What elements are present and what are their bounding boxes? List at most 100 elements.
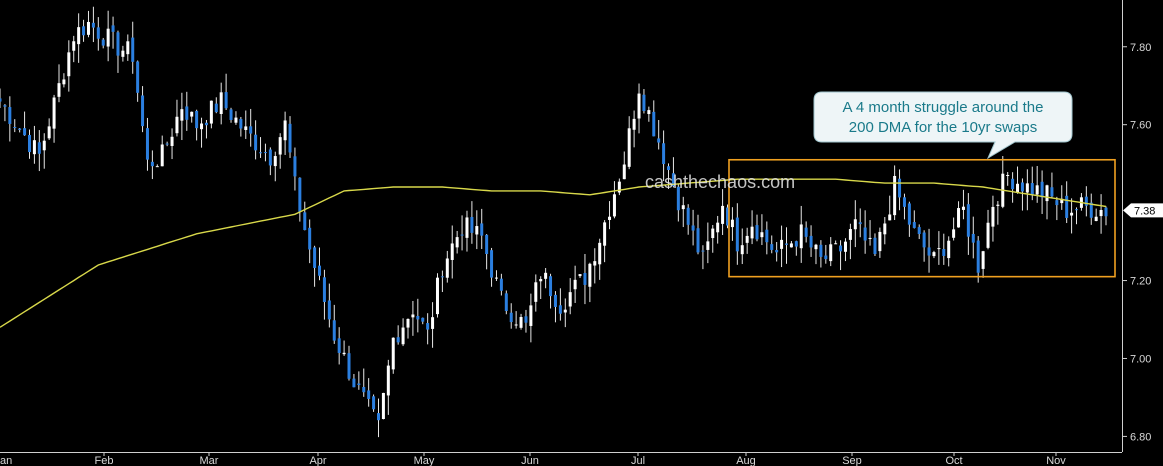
candle-down	[691, 225, 695, 231]
candle-up	[740, 245, 744, 255]
candle-down	[784, 243, 788, 245]
candle-down	[357, 383, 361, 385]
candle-down	[82, 26, 86, 36]
candle-down	[553, 294, 557, 307]
candle-up	[843, 241, 847, 252]
candle-up	[647, 110, 651, 115]
candle-down	[376, 413, 380, 421]
candle-down	[111, 25, 115, 32]
candle-up	[730, 219, 734, 228]
candle-down	[558, 305, 562, 314]
x-tick-label: Sep	[842, 455, 862, 466]
candle-up	[878, 231, 882, 252]
candle-up	[1035, 185, 1039, 195]
candle-down	[735, 217, 739, 252]
candle-up	[106, 28, 110, 47]
candle-up	[406, 318, 410, 328]
candle-up	[155, 166, 159, 168]
candle-down	[259, 152, 263, 154]
candle-down	[676, 186, 680, 211]
candle-down	[96, 27, 100, 39]
candle-down	[765, 229, 769, 243]
candle-up	[445, 258, 449, 278]
candle-down	[0, 98, 2, 102]
candle-down	[460, 234, 464, 236]
candle-down	[145, 128, 149, 160]
candle-up	[593, 261, 597, 266]
candle-up	[957, 208, 961, 228]
candle-up	[888, 214, 892, 221]
candle-up	[67, 52, 71, 77]
candle-down	[1020, 182, 1024, 192]
candle-down	[416, 316, 420, 320]
candle-up	[273, 156, 277, 167]
candle-down	[583, 273, 587, 285]
candle-down	[755, 225, 759, 240]
candle-down	[224, 92, 228, 109]
candle-down	[8, 107, 12, 124]
candle-up	[86, 21, 90, 35]
x-tick-label: Mar	[200, 455, 219, 466]
candle-up	[986, 222, 990, 248]
candle-up	[435, 277, 439, 315]
last-value-label: 7.38	[1134, 205, 1155, 217]
candle-up	[1025, 183, 1029, 193]
candle-down	[927, 247, 931, 256]
candle-down	[809, 235, 813, 248]
candle-down	[907, 203, 911, 225]
candle-down	[1050, 187, 1054, 197]
candle-down	[667, 166, 671, 171]
candle-up	[603, 222, 607, 246]
candle-up	[170, 136, 174, 146]
candle-up	[494, 277, 498, 279]
candle-up	[799, 224, 803, 249]
candle-up	[219, 92, 223, 114]
x-tick-label: Oct	[945, 455, 962, 466]
candle-up	[711, 228, 715, 239]
candle-down	[858, 222, 862, 225]
candle-up	[465, 217, 469, 238]
candle-down	[1084, 196, 1088, 206]
candle-up	[126, 41, 130, 55]
candle-up	[868, 237, 872, 239]
overlay-layer: A 4 month struggle around the 200 DMA for…	[645, 91, 1116, 278]
candle-up	[475, 226, 479, 235]
candle-up	[244, 126, 248, 131]
candle-up	[386, 365, 390, 396]
candle-down	[499, 278, 503, 291]
candle-down	[863, 227, 867, 241]
x-tick-label: Nov	[1046, 455, 1066, 466]
candle-down	[136, 61, 140, 93]
candle-down	[1104, 207, 1108, 217]
candle-up	[893, 175, 897, 216]
candle-down	[101, 39, 105, 46]
candle-down	[396, 337, 400, 343]
candle-up	[47, 126, 51, 139]
candle-down	[504, 293, 508, 311]
candle-down	[440, 276, 444, 278]
candle-down	[13, 127, 17, 129]
candle-up	[529, 305, 533, 326]
candle-up	[750, 226, 754, 239]
x-tick-label: Feb	[95, 455, 114, 466]
candle-up	[1060, 198, 1064, 204]
candle-down	[922, 232, 926, 248]
candle-up	[52, 97, 56, 129]
candle-up	[234, 117, 238, 123]
candle-down	[308, 227, 312, 250]
candle-down	[966, 204, 970, 237]
candle-down	[288, 123, 292, 153]
last-value-tag	[1123, 203, 1163, 218]
candle-down	[804, 227, 808, 237]
candle-up	[789, 243, 793, 248]
candle-up	[853, 219, 857, 230]
y-tick-label: 7.00	[1130, 353, 1151, 365]
candle-up	[121, 50, 125, 57]
candle-down	[362, 387, 366, 393]
candle-down	[327, 300, 331, 320]
candle-down	[18, 128, 22, 130]
candle-up	[32, 140, 36, 155]
candle-up	[632, 118, 636, 130]
candle-up	[1070, 212, 1074, 216]
